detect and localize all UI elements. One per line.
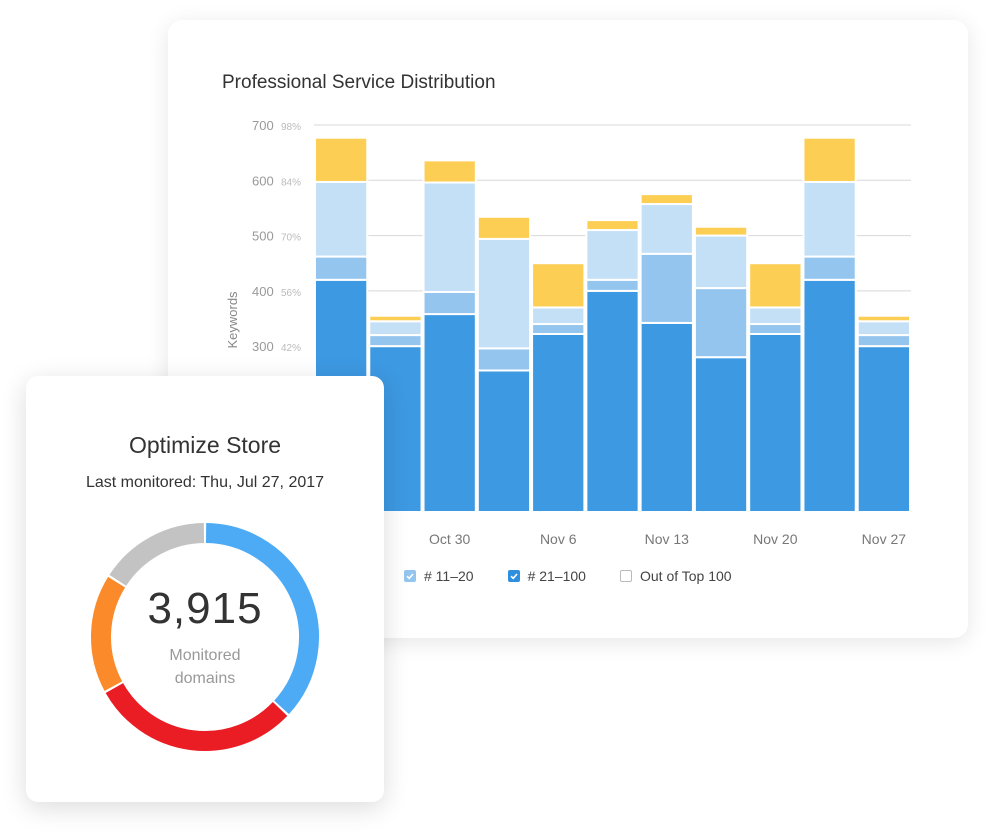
bar-segment — [639, 252, 694, 324]
bar-segment — [585, 229, 640, 281]
y-tick-percent: 84% — [281, 177, 301, 188]
bar-segment — [368, 334, 423, 348]
x-tick-label: Nov 20 — [753, 531, 798, 547]
store-title: Optimize Store — [128, 432, 282, 458]
bar-segment — [476, 369, 532, 513]
bar-segment — [476, 347, 532, 372]
bar-segment — [748, 262, 803, 309]
bar-segment — [531, 323, 586, 335]
monitored-domains-count: 3,915 — [147, 584, 263, 633]
x-tick-label: Nov 27 — [862, 531, 907, 547]
bar-segment — [748, 332, 803, 514]
bar-segment — [639, 203, 694, 255]
y-tick-percent: 56% — [281, 288, 301, 299]
bar-segment — [422, 159, 477, 184]
y-tick-percent: 98% — [281, 122, 301, 133]
x-tick-label: Nov 13 — [645, 531, 690, 547]
bar-segment — [802, 136, 857, 183]
y-tick-label: 300 — [252, 339, 274, 354]
monitored-domains-label: Monitored domains — [169, 647, 241, 687]
legend-label: # 21–100 — [527, 568, 586, 584]
bar-segment — [314, 136, 369, 183]
x-tick-label: Nov 6 — [540, 531, 577, 547]
y-tick-label: 600 — [252, 173, 274, 188]
bar-segment — [368, 314, 423, 323]
bar-segment — [531, 262, 586, 309]
y-tick-label: 400 — [252, 284, 274, 299]
bar-segment — [639, 193, 694, 206]
bar-segment — [314, 180, 369, 258]
legend-label: Out of Top 100 — [639, 568, 732, 584]
store-card: Optimize Store Last monitored: Thu, Jul … — [26, 376, 384, 802]
bar-segment — [531, 306, 586, 326]
bar-segment — [476, 215, 532, 240]
bar-segment — [422, 181, 477, 293]
bar-segment — [856, 345, 912, 513]
donut-segment-orange — [91, 576, 126, 691]
last-monitored-text: Last monitored: Thu, Jul 27, 2017 — [85, 474, 325, 491]
y-tick-percent: 42% — [281, 343, 301, 354]
legend-item-21-100[interactable]: # 21–100 — [507, 568, 586, 584]
bar-segment — [531, 332, 586, 514]
bar-segment — [693, 225, 749, 237]
bar-segment — [693, 356, 749, 514]
bar-segment — [693, 287, 749, 359]
checkbox-icon[interactable] — [507, 570, 520, 582]
y-tick-label: 500 — [252, 229, 274, 244]
y-tick-label: 700 — [252, 118, 274, 133]
y-axis-label: Keywords — [225, 291, 240, 349]
bar-segment — [639, 321, 694, 513]
bar-segment — [802, 180, 857, 258]
bar-segment — [802, 278, 857, 513]
bar-segment — [693, 234, 749, 290]
bar-segment — [856, 320, 912, 337]
bar-segment — [802, 255, 857, 281]
bar-segment — [476, 237, 532, 350]
donut-segment-gray — [109, 523, 205, 587]
checkbox-unchecked-icon[interactable] — [619, 570, 632, 582]
legend-label: # 11–20 — [424, 568, 474, 584]
chart-legend: # 11–20 # 21–100 Out of Top 100 — [404, 568, 766, 584]
bar-segment — [856, 314, 912, 323]
chart-title: Professional Service Distribution — [222, 72, 496, 93]
legend-item-11-20[interactable]: # 11–20 — [404, 568, 474, 584]
bar-segment — [422, 313, 477, 513]
donut-segment-red — [105, 682, 288, 751]
bar-segment — [585, 278, 640, 292]
x-tick-label: Oct 30 — [429, 531, 470, 547]
bar-segment — [422, 290, 477, 316]
bar-segment — [585, 219, 640, 232]
bar-segment — [856, 334, 912, 348]
donut-segment-blue — [205, 523, 319, 715]
bar-segment — [748, 323, 803, 335]
legend-item-out-of-top-100[interactable]: Out of Top 100 — [619, 568, 732, 584]
checkbox-icon[interactable] — [404, 570, 416, 582]
bar-segment — [314, 255, 369, 281]
y-tick-percent: 70% — [281, 233, 301, 244]
donut-chart — [91, 523, 319, 751]
bar-segment — [585, 289, 640, 513]
bar-segment — [368, 320, 423, 337]
bar-segment — [748, 306, 803, 326]
